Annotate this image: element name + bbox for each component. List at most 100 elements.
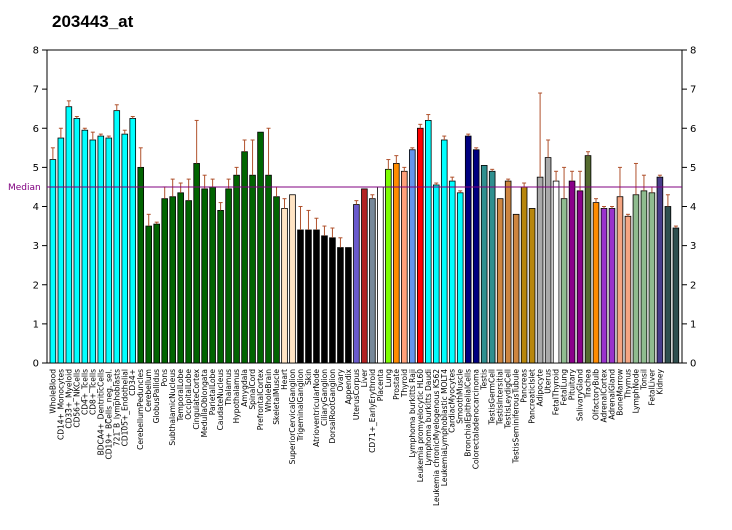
bar — [289, 194, 296, 364]
bar — [648, 192, 656, 364]
bar — [528, 208, 536, 364]
bar — [464, 135, 472, 364]
x-tick-label: Pons — [160, 369, 169, 387]
x-tick-label: GlobusPallidus — [152, 369, 161, 423]
x-tick-label: CingulateCortex — [192, 368, 201, 429]
bar — [241, 151, 248, 364]
bar — [536, 176, 544, 364]
y-axis-left: 0 1 2 3 4 5 6 7 8 — [33, 46, 47, 370]
x-tick-label: CD19+_BCells_neg._sel. — [104, 369, 113, 460]
bar — [73, 118, 81, 364]
bar — [440, 139, 448, 364]
median-label: Median — [8, 183, 41, 193]
bar — [153, 223, 160, 364]
x-tick-label: Amygdala — [240, 369, 249, 407]
x-tick-label: FetalLung — [560, 369, 569, 406]
x-tick-label: FetalLiver — [647, 368, 656, 405]
bar — [544, 157, 552, 364]
y-tick-label-left: 4 — [33, 202, 39, 213]
bar — [640, 190, 648, 364]
x-tick-label: Prostate — [392, 369, 401, 400]
x-tick-label: Leukemia promyelocytic HL60 — [416, 369, 425, 482]
x-tick-label: Thyroid — [400, 369, 409, 398]
x-axis-labels: WholeBloodCD14+_MonocytesCD33+_MyeloidCD… — [48, 368, 664, 506]
bar — [185, 200, 192, 364]
x-tick-label: TrigeminalGanglion — [296, 369, 305, 443]
y-tick-label-right: 7 — [690, 85, 696, 96]
bar — [568, 180, 576, 364]
bar — [576, 190, 584, 364]
y-tick-label-left: 1 — [33, 319, 39, 330]
bar — [169, 196, 176, 364]
x-tick-label: Thalamus — [224, 369, 233, 407]
bar — [385, 168, 392, 364]
x-tick-label: ParietalLobe — [208, 369, 217, 416]
x-tick-label: TestisSeminiferousTubule — [512, 369, 521, 465]
x-tick-label: OccipitalLobe — [184, 369, 193, 420]
bar — [129, 118, 137, 364]
x-tick-label: Uterus — [544, 369, 553, 394]
x-tick-label: Lung — [384, 369, 393, 388]
bar — [608, 208, 616, 364]
x-tick-label: Skin — [304, 369, 313, 385]
x-tick-label: Thymus — [623, 369, 632, 400]
bar — [456, 192, 464, 364]
bar — [488, 170, 496, 364]
y-tick-label-left: 0 — [33, 359, 39, 370]
x-tick-label: CaudateNucleus — [216, 369, 225, 430]
bar — [273, 196, 280, 364]
x-tick-label: Hypothalamus — [232, 369, 241, 423]
bar — [632, 194, 640, 364]
x-tick-label: Appendix — [344, 368, 353, 404]
bar — [177, 192, 184, 364]
bar — [217, 210, 224, 364]
bar — [65, 106, 73, 364]
x-tick-label: OlfactoryBulb — [592, 369, 601, 420]
x-tick-label: LymphNode — [631, 369, 640, 414]
chart-title: 203443_at — [52, 12, 134, 31]
bar — [361, 188, 368, 364]
bar — [616, 196, 624, 364]
bar — [89, 139, 97, 364]
bar — [57, 137, 65, 364]
bar-series — [49, 106, 680, 364]
x-tick-label: CD105+_Endothelial — [120, 369, 129, 446]
bar — [624, 215, 632, 364]
x-tick-label: WholeBrain — [264, 369, 273, 412]
y-tick-label-left: 3 — [33, 241, 39, 252]
y-tick-label-right: 6 — [690, 124, 696, 135]
bar — [337, 247, 344, 364]
x-tick-label: PancreaticIslet — [528, 369, 537, 424]
bar — [656, 176, 664, 364]
x-tick-label: Placenta — [376, 369, 385, 401]
x-tick-label: AtrioventricularNode — [312, 369, 321, 447]
bar — [145, 225, 152, 364]
x-tick-label: CD14+_Monocytes — [56, 369, 65, 440]
bar — [281, 208, 288, 364]
bar — [113, 110, 121, 364]
bar — [81, 129, 89, 364]
x-tick-label: CD4+_Tcells — [80, 369, 89, 415]
bar — [369, 198, 376, 364]
x-tick-label: CardiacMyocytes — [448, 369, 457, 433]
y-tick-label-left: 5 — [33, 163, 39, 174]
x-tick-label: TestisGermCell — [488, 369, 497, 425]
x-tick-label: TestisIntersitial — [496, 369, 505, 426]
x-tick-label: Pituitary — [568, 368, 577, 400]
bar — [329, 237, 336, 364]
x-tick-label: Leukemia chronicMyelogenous K562 — [432, 369, 441, 506]
bar — [305, 229, 312, 364]
bar — [432, 184, 440, 364]
bar — [265, 174, 272, 364]
x-tick-label: SpinalCord — [248, 369, 257, 410]
x-tick-label: CerebellumPeduncles — [136, 369, 145, 450]
bar — [448, 180, 456, 364]
bar — [353, 204, 360, 364]
x-tick-label: MedullaOblongata — [200, 369, 209, 437]
x-tick-label: UterusCorpus — [352, 369, 361, 420]
y-tick-label-right: 3 — [690, 241, 696, 252]
x-tick-label: CD34+ — [128, 369, 137, 396]
x-tick-label: Liver — [360, 368, 369, 387]
bar — [592, 202, 600, 364]
